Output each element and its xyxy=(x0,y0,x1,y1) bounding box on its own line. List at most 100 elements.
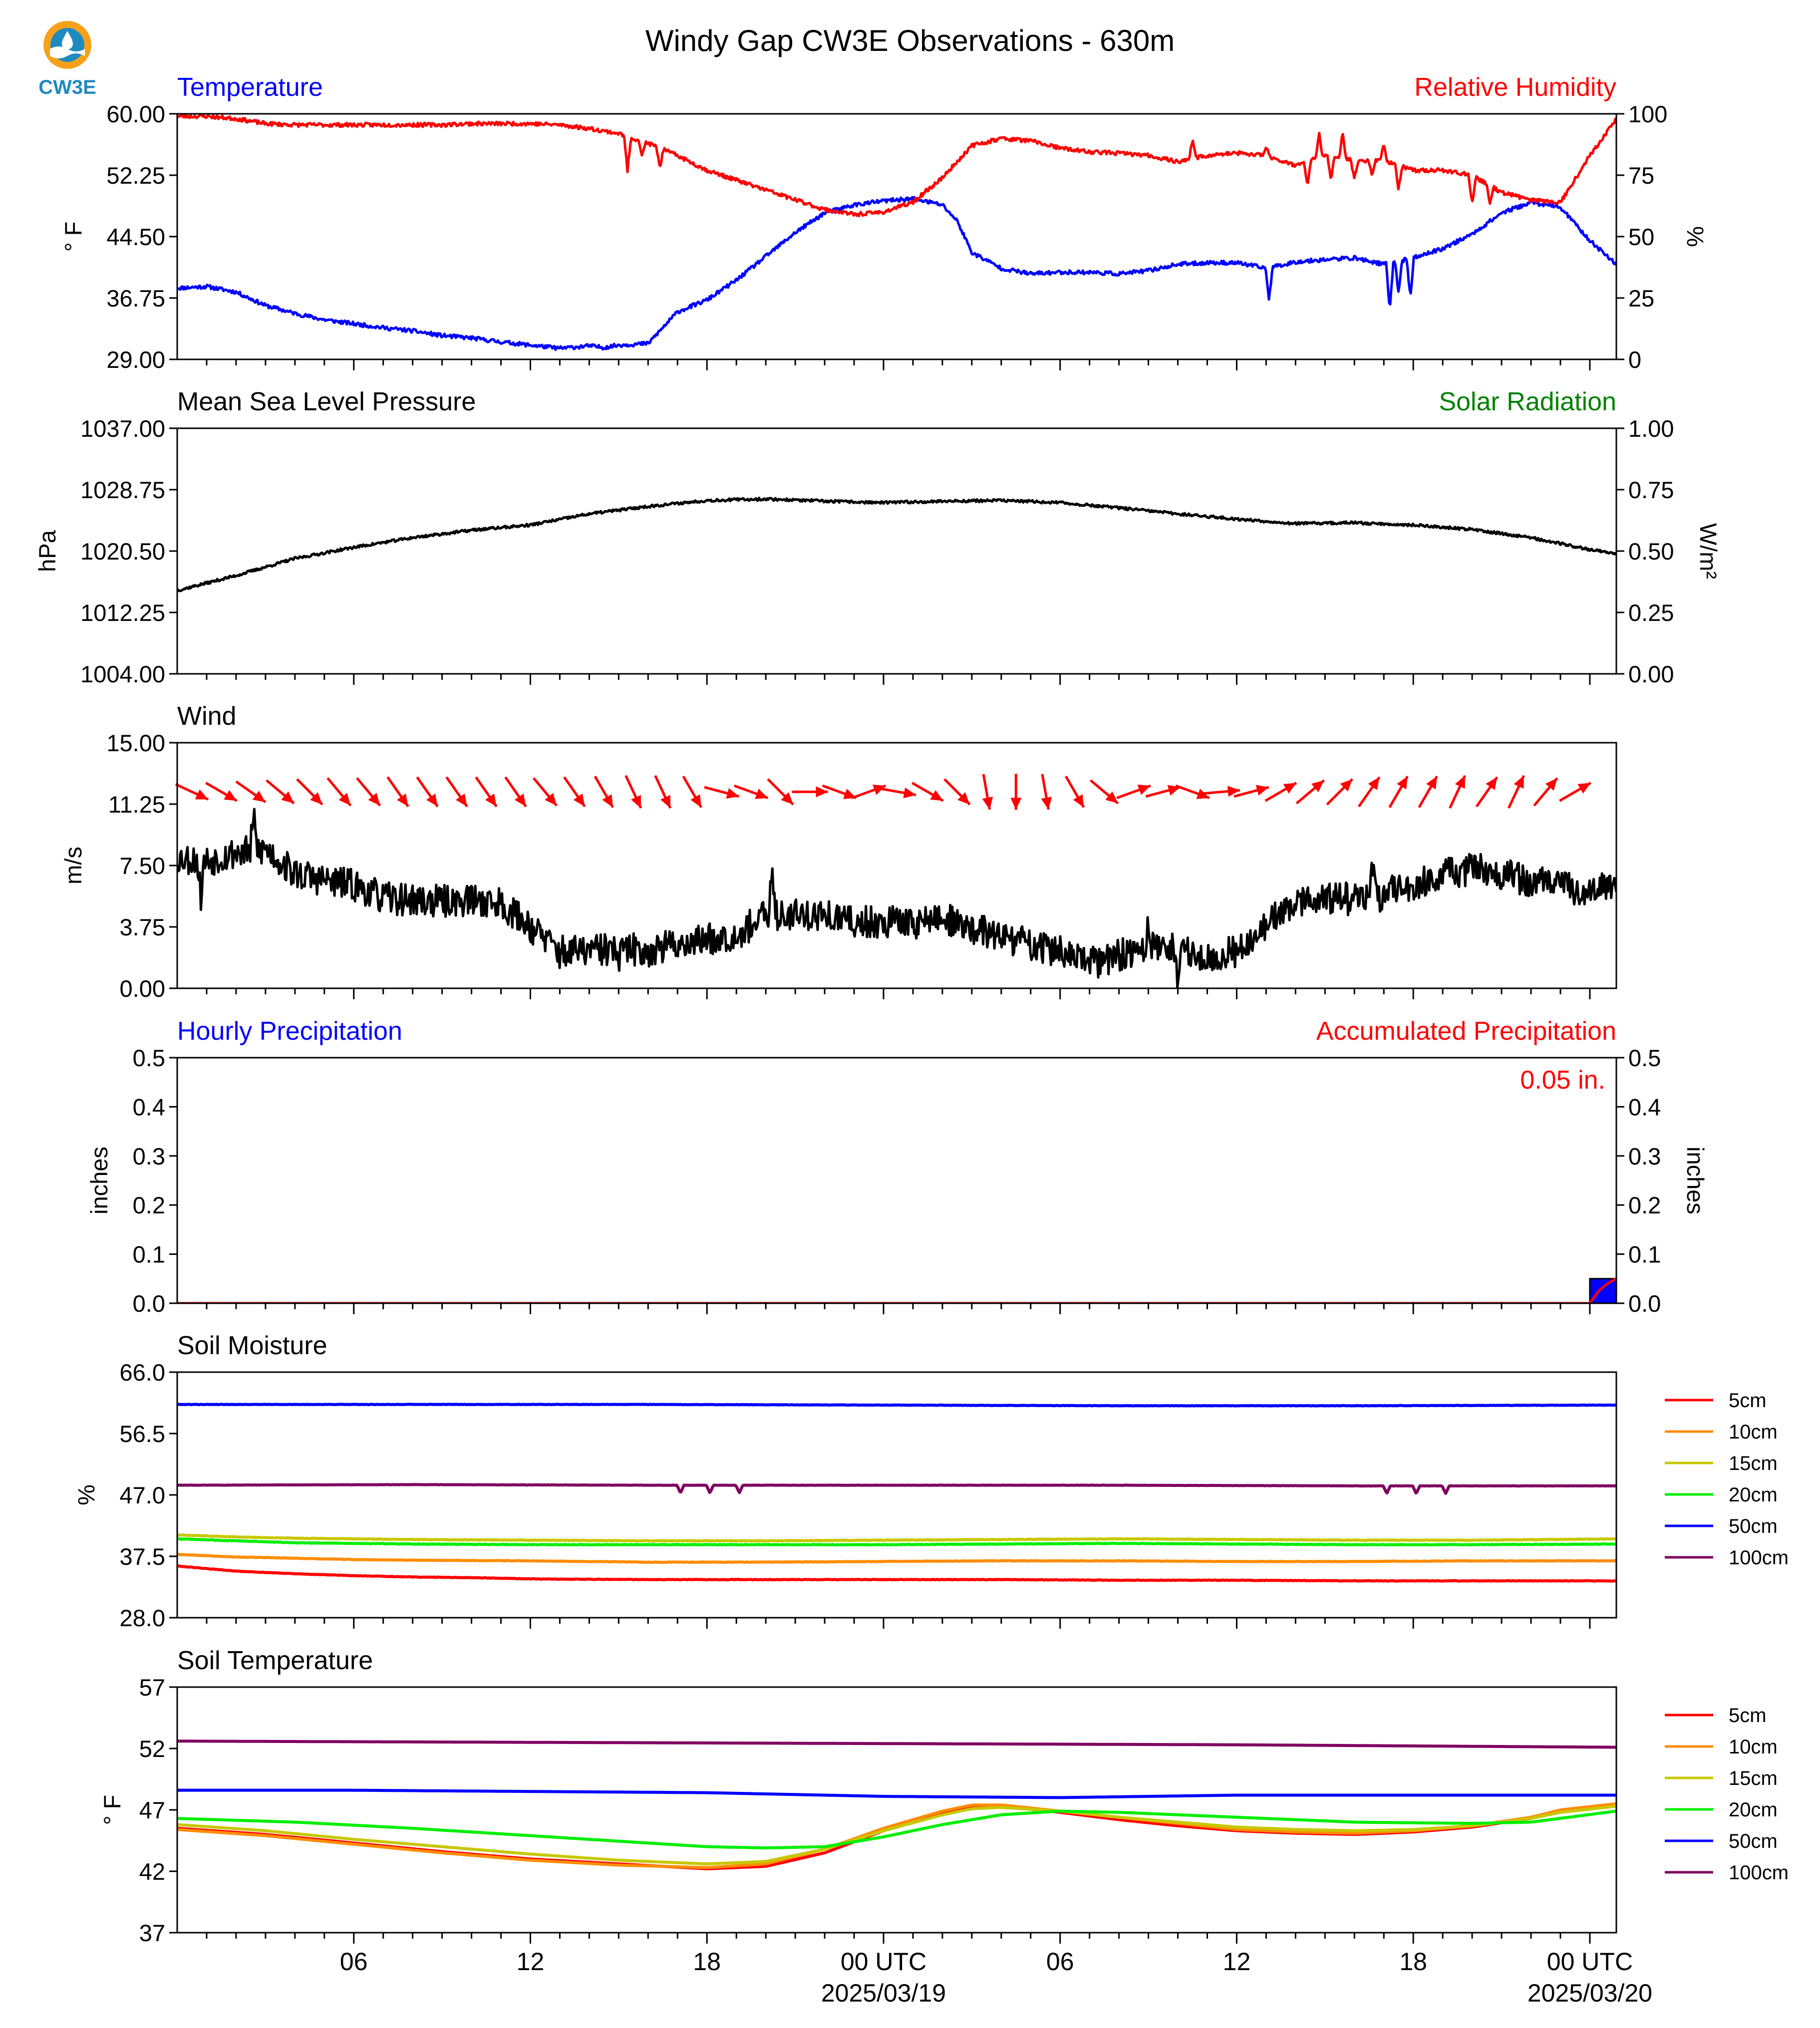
wind-direction-arrow xyxy=(563,776,586,808)
wind-direction-arrow xyxy=(1559,782,1591,802)
soil-temperature-panel-title: Soil Temperature xyxy=(177,1646,373,1675)
temp-panel-title: Temperature xyxy=(177,73,323,102)
wind-direction-arrow xyxy=(1508,775,1525,809)
wind-direction-arrow xyxy=(682,775,702,808)
wind-direction-arrow xyxy=(594,775,614,808)
x-tick-label: 06 xyxy=(340,1948,368,1976)
wind-direction-arrow xyxy=(1449,775,1467,809)
x-date-label: 2025/03/20 xyxy=(1527,1979,1652,2007)
soil-temperature-panel: Soil Temperature 37 42 47 52 57 ° F 5cm 10cm 15cm… xyxy=(99,1646,1789,1946)
wind-direction-arrow xyxy=(880,787,916,799)
soil-moisture-series-10cm xyxy=(177,1553,1616,1564)
soil-temperature-legend: 5cm 10cm 15cm 20cm 50cm 100cm xyxy=(1665,1705,1789,1884)
soil-moisture-y-tick-label: 66.0 xyxy=(120,1359,165,1386)
wind-direction-arrow xyxy=(1175,784,1210,800)
precip-plot-frame xyxy=(176,1057,1617,1304)
soil-moisture-series-20cm xyxy=(177,1537,1616,1547)
wind-data-layer xyxy=(177,808,1616,988)
legend-label: 5cm xyxy=(1729,1390,1767,1412)
soil-moisture-panel-title: Soil Moisture xyxy=(177,1331,327,1360)
soil-moisture-y-tick-label: 47.0 xyxy=(120,1482,165,1508)
logo-wave-icon xyxy=(50,46,85,58)
soil-temperature-y-tick-label: 57 xyxy=(139,1674,165,1701)
wind-direction-arrow xyxy=(1418,775,1438,808)
wind-direction-arrow xyxy=(1388,775,1409,808)
logo-text: CW3E xyxy=(38,76,96,98)
x-date-label: 2025/03/19 xyxy=(821,1979,946,2007)
wind-direction-arrow xyxy=(851,784,887,800)
temp-y-axis-label: ° F xyxy=(60,222,86,252)
x-tick-label: 18 xyxy=(1399,1948,1427,1976)
soil-moisture-data-layer xyxy=(177,1403,1616,1583)
soil-temperature-y-axis-label: ° F xyxy=(99,1795,125,1825)
wind-direction-arrow xyxy=(943,778,971,806)
temp-y-tick-label: 52.25 xyxy=(106,162,165,189)
soil-temperature-series-50cm xyxy=(177,1788,1616,1799)
soil-temperature-series-20cm xyxy=(177,1809,1616,1850)
accumulated-precip-total: 0.05 in. xyxy=(1520,1066,1605,1095)
soil-moisture-y-tick-label: 56.5 xyxy=(120,1421,165,1447)
legend-label: 15cm xyxy=(1729,1452,1778,1474)
soil-temperature-y-tick-label: 42 xyxy=(139,1858,165,1885)
precip-data-layer xyxy=(177,1277,1616,1303)
wind-direction-arrow xyxy=(624,775,642,809)
pressure-y-tick-label: 1037.00 xyxy=(80,415,165,442)
soil-moisture-y-tick-label: 28.0 xyxy=(120,1605,165,1631)
legend-label: 15cm xyxy=(1729,1767,1778,1789)
precip-y-right-tick-label: 0.1 xyxy=(1628,1241,1661,1268)
soil-moisture-series-15cm xyxy=(177,1533,1616,1543)
soil-temperature-y-tick-label: 52 xyxy=(139,1736,165,1762)
temp-y-tick-label: 36.75 xyxy=(106,285,165,311)
wind-direction-arrow xyxy=(1065,775,1085,808)
figure-title: Windy Gap CW3E Observations - 630m xyxy=(645,24,1175,57)
soil-moisture-legend: 5cm 10cm 15cm 20cm 50cm 100cm xyxy=(1665,1390,1789,1569)
pressure-plot-frame xyxy=(176,427,1617,675)
wind-direction-arrow xyxy=(1116,784,1151,800)
wind-direction-arrow xyxy=(296,778,323,806)
wind-direction-arrow xyxy=(175,783,209,801)
pressure-y-right-tick-label: 0.00 xyxy=(1628,661,1674,687)
pressure-y-axis-label: hPa xyxy=(34,530,60,572)
soil-temperature-series-15cm xyxy=(177,1804,1616,1866)
precip-y-tick-label: 0.5 xyxy=(133,1045,165,1071)
wind-direction-arrow xyxy=(235,780,267,804)
wind-direction-arrow xyxy=(266,779,295,805)
x-tick-label: 00 UTC xyxy=(1547,1948,1633,1976)
wind-direction-arrow xyxy=(1233,785,1269,798)
accumulated-precip-line xyxy=(177,1277,1616,1303)
pressure-y-right-tick-label: 0.50 xyxy=(1628,538,1674,565)
x-tick-label: 18 xyxy=(693,1948,721,1976)
precip-y-right-tick-label: 0.4 xyxy=(1628,1094,1661,1120)
wind-direction-arrow xyxy=(1475,776,1499,808)
temp-y-right-tick-label: 25 xyxy=(1628,285,1654,311)
wind-panel: Wind 0.00 3.75 7.50 11.25 15.00 m/s xyxy=(60,702,1617,1002)
temp-panel: Temperature Relative Humidity 29.00 36.75 44… xyxy=(60,73,1709,373)
wind-y-tick-label: 0.00 xyxy=(120,975,165,1002)
precip-y-tick-label: 0.3 xyxy=(133,1143,165,1169)
temp-y-right-tick-label: 75 xyxy=(1628,162,1654,189)
pressure-y-right-tick-label: 0.75 xyxy=(1628,477,1674,503)
wind-direction-arrow xyxy=(1089,779,1119,805)
wind-y-tick-label: 7.50 xyxy=(120,853,165,879)
temp-y-right-tick-label: 50 xyxy=(1628,224,1654,250)
legend-label: 50cm xyxy=(1729,1830,1778,1852)
wind-y-tick-label: 3.75 xyxy=(120,914,165,940)
wind-series-wind xyxy=(177,808,1616,988)
panels: Temperature Relative Humidity 29.00 36.75 44… xyxy=(34,73,1789,2007)
soil-moisture-y-tick-label: 37.5 xyxy=(120,1543,165,1570)
soil-moisture-panel: Soil Moisture 28.0 37.5 47.0 56.5 66.0% 5cm 10c… xyxy=(73,1331,1789,1631)
temp-series-relative-humidity xyxy=(177,114,1616,218)
wind-y-tick-label: 11.25 xyxy=(108,791,165,818)
wind-direction-arrow xyxy=(1326,778,1354,806)
legend-label: 100cm xyxy=(1729,1547,1789,1569)
wind-direction-arrow xyxy=(704,786,740,799)
wind-direction-arrow xyxy=(386,776,409,808)
pressure-y-tick-label: 1028.75 xyxy=(80,477,165,503)
temp-y-tick-label: 29.00 xyxy=(106,346,165,373)
precip-y-tick-label: 0.1 xyxy=(133,1241,165,1268)
pressure-series-mean-sea-level-pressure xyxy=(177,497,1616,592)
wind-direction-arrow xyxy=(1358,776,1381,808)
precip-y-tick-label: 0.4 xyxy=(133,1094,165,1120)
x-tick-label: 12 xyxy=(1223,1948,1251,1976)
